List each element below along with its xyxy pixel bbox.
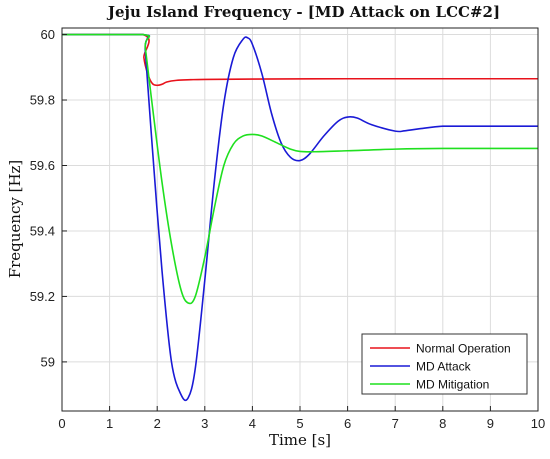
x-tick-label: 3 xyxy=(201,416,208,431)
y-axis-label: Frequency [Hz] xyxy=(6,160,24,279)
x-tick-label: 1 xyxy=(106,416,113,431)
x-tick-label: 9 xyxy=(487,416,494,431)
y-axis-ticks: 59 59.2 59.4 59.6 59.8 60 xyxy=(30,27,67,369)
series-line-normal-operation xyxy=(61,33,538,87)
y-tick-label: 59 xyxy=(41,354,55,369)
legend-label: MD Mitigation xyxy=(416,378,489,392)
y-tick-label: 60 xyxy=(41,27,55,42)
y-tick-label: 59.8 xyxy=(30,93,55,108)
x-tick-label: 7 xyxy=(392,416,399,431)
legend-label: Normal Operation xyxy=(416,342,511,356)
legend-label: MD Attack xyxy=(416,360,472,374)
y-tick-label: 59.2 xyxy=(30,289,55,304)
x-tick-label: 10 xyxy=(531,416,545,431)
legend: Normal Operation MD Attack MD Mitigation xyxy=(361,333,528,395)
x-tick-label: 2 xyxy=(154,416,161,431)
x-axis-label: Time [s] xyxy=(269,431,331,449)
series-line-md-mitigation xyxy=(61,33,538,305)
x-tick-label: 4 xyxy=(249,416,256,431)
x-axis-ticks: 0 1 2 3 4 5 6 7 8 9 10 xyxy=(58,406,545,431)
x-tick-label: 6 xyxy=(344,416,351,431)
y-tick-label: 59.4 xyxy=(30,223,55,238)
x-tick-label: 5 xyxy=(296,416,303,431)
series-line-md-attack xyxy=(61,33,538,402)
series-layer xyxy=(61,33,538,402)
x-tick-label: 0 xyxy=(58,416,65,431)
chart-title: Jeju Island Frequency - [MD Attack on LC… xyxy=(106,3,500,21)
y-tick-label: 59.6 xyxy=(30,158,55,173)
x-tick-label: 8 xyxy=(439,416,446,431)
